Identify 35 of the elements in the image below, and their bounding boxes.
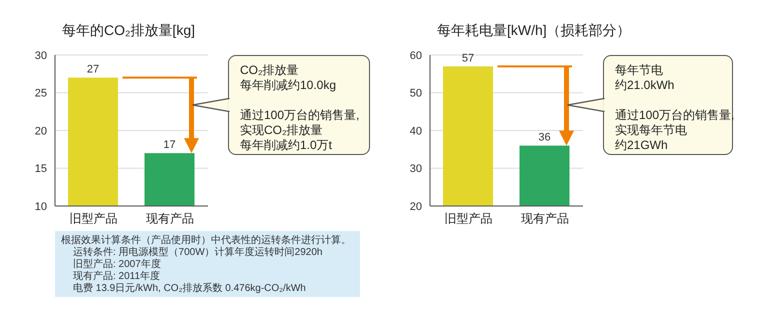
text: 通过100万台的销售量, <box>240 108 360 122</box>
y-tick-label: 20 <box>410 200 422 213</box>
data-label: 17 <box>163 139 176 152</box>
text: 实现每年节电 <box>615 123 687 137</box>
y-tick-label: 50 <box>410 88 422 100</box>
y-tick-label: 40 <box>410 125 422 138</box>
text: 实现CO₂排放量 <box>240 123 323 137</box>
y-tick-label: 60 <box>410 50 422 62</box>
text: 约21GWh <box>615 138 668 152</box>
text: 每年削减约10.0kg <box>240 78 336 92</box>
data-label: 57 <box>462 52 474 64</box>
chart-title: 每年的CO₂排放量[kg] <box>62 22 195 40</box>
x-tick-label: 旧型产品 <box>444 212 492 226</box>
y-tick-label: 25 <box>34 88 47 100</box>
y-tick-label: 30 <box>34 50 47 62</box>
data-label: 27 <box>86 64 100 76</box>
text: 每年节电 <box>615 63 663 77</box>
y-tick-label: 10 <box>34 200 47 213</box>
text: 约21.0kWh <box>615 78 674 92</box>
x-tick-label: 现有产品 <box>520 212 569 226</box>
y-tick-label: 20 <box>34 125 47 138</box>
text: 根据效果计算条件（产品使用时）中代表性的运转条件进行计算。 <box>61 235 352 246</box>
x-tick-label: 旧型产品 <box>69 212 118 226</box>
text: CO₂排放量 <box>240 63 299 77</box>
y-tick-label: 15 <box>34 163 47 176</box>
text: 现有产品: 2011年度 <box>72 271 162 282</box>
text: 每年削减约1.0万t <box>240 138 332 152</box>
x-tick-label: 现有产品 <box>146 212 194 226</box>
data-label: 36 <box>538 132 551 144</box>
y-tick-label: 30 <box>410 163 422 176</box>
text: 运转条件: 用电源模型（700W）计算年度运转时间2920h <box>72 247 324 258</box>
chart-title: 每年耗电量[kW/h]（损耗部分） <box>437 22 631 40</box>
text: 旧型产品: 2007年度 <box>72 259 162 270</box>
text: 通过100万台的销售量, <box>615 108 734 122</box>
text: 电费 13.9日元/kWh, CO₂排放系数 0.476kg-CO₂/kWh <box>72 283 307 295</box>
